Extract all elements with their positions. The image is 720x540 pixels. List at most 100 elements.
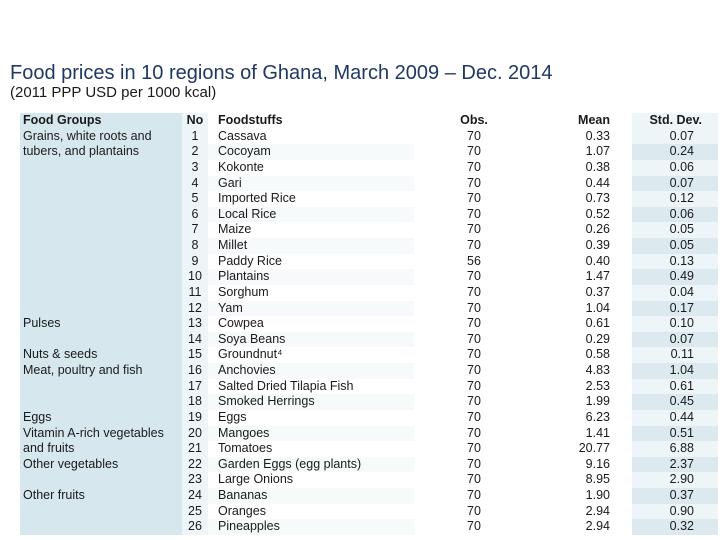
std-dev: 0.24: [632, 144, 718, 160]
std-dev: 0.44: [632, 409, 718, 426]
foodstuff-name: Millet: [208, 238, 414, 254]
table-row: Meat, poultry and fish 16 Anchovies 70 4.83 1…: [20, 363, 718, 410]
observations: 70: [467, 409, 481, 424]
header-food-groups: Food Groups: [20, 113, 182, 129]
mean-price: 0.52: [585, 206, 610, 221]
item-number: 19: [182, 409, 208, 426]
mean-price: 0.26: [585, 222, 610, 237]
item-number: 1: [182, 128, 208, 145]
std-dev: 0.17: [632, 300, 718, 317]
item-number: 9: [182, 253, 208, 270]
table-row: 2 Cocoyam 70 1.07 0.24: [20, 144, 718, 160]
item-number: 8: [182, 238, 208, 254]
food-prices-table: Food Groups No Foodstuffs Obs. Mean Std.…: [20, 113, 718, 535]
std-dev: 0.04: [632, 284, 718, 301]
observations: 70: [467, 316, 481, 331]
item-number: 12: [182, 300, 208, 317]
table-row: 10 Plantains 70 1.47 0.49: [20, 269, 718, 285]
foodstuff-name: Large Onions: [208, 472, 414, 488]
observations: 70: [467, 128, 481, 143]
food-group-label: Other vegetables: [20, 456, 182, 488]
item-number: 4: [182, 175, 208, 192]
food-group-label: Grains, white roots and tubers, and plan…: [20, 128, 182, 317]
item-number: 10: [182, 269, 208, 285]
header-obs: Obs.: [414, 113, 534, 129]
item-number: 23: [182, 472, 208, 488]
foodstuff-name: Oranges: [208, 503, 414, 520]
foodstuff-name: Yam: [208, 300, 414, 317]
observations: 70: [467, 347, 481, 362]
foodstuff-name: Pineapples: [208, 519, 414, 535]
foodstuff-name: Gari: [208, 175, 414, 192]
mean-price: 0.40: [585, 253, 610, 268]
food-group-label: Pulses: [20, 316, 182, 348]
observations: 70: [467, 284, 481, 299]
item-number: 6: [182, 206, 208, 223]
table-row: 6 Local Rice 70 0.52 0.06: [20, 206, 718, 223]
mean-price: 1.90: [585, 488, 610, 502]
foodstuff-name: Garden Eggs (egg plants): [208, 456, 414, 473]
observations: 70: [467, 456, 481, 471]
foodstuff-name: Cocoyam: [208, 144, 414, 160]
table-row: 21 Tomatoes 70 20.77 6.88: [20, 441, 718, 457]
std-dev: 0.37: [632, 488, 718, 504]
item-number: 13: [182, 316, 208, 332]
item-number: 5: [182, 191, 208, 207]
std-dev: 0.51: [632, 425, 718, 442]
std-dev: 0.05: [632, 222, 718, 238]
foodstuff-name: Mangoes: [208, 425, 414, 442]
mean-price: 0.37: [585, 284, 610, 299]
table-row: Eggs 19 Eggs 70 6.23 0.44: [20, 409, 718, 426]
mean-price: 0.29: [585, 331, 610, 346]
std-dev: 0.10: [632, 316, 718, 332]
mean-price: 1.47: [585, 269, 610, 284]
mean-price: 4.83: [585, 363, 610, 377]
foodstuff-name: Kokonte: [208, 159, 414, 176]
observations: 70: [467, 222, 481, 237]
mean-price: 1.07: [585, 144, 610, 159]
table-row: Nuts & seeds 15 Groundnut⁴ 70 0.58 0.11: [20, 347, 718, 363]
observations: 70: [467, 425, 481, 440]
item-number: 7: [182, 222, 208, 238]
observations: 70: [467, 363, 481, 377]
std-dev: 0.11: [632, 347, 718, 363]
table-row: 5 Imported Rice 70 0.73 0.12: [20, 191, 718, 207]
food-group-label: Eggs: [20, 409, 182, 426]
table-row: Pulses 13 Cowpea 70 0.61 0.10: [20, 316, 718, 348]
observations: 56: [467, 253, 481, 268]
mean-price: 0.61: [585, 316, 610, 331]
std-dev: 0.06: [632, 159, 718, 176]
foodstuff-name: Imported Rice: [208, 191, 414, 207]
observations: 70: [467, 503, 481, 518]
observations: 70: [467, 331, 481, 346]
mean-price: 0.38: [585, 159, 610, 174]
std-dev: 2.37: [632, 456, 718, 473]
mean-price: 2.53: [585, 378, 610, 393]
foodstuff-name: Cassava: [208, 128, 414, 145]
item-number: 21: [182, 441, 208, 457]
item-number: 25: [182, 503, 208, 520]
mean-price: 8.95: [585, 472, 610, 487]
observations: 70: [467, 488, 481, 502]
foodstuff-name: Maize: [208, 222, 414, 238]
std-dev: 0.05: [632, 238, 718, 254]
std-dev: 0.07: [632, 175, 718, 192]
item-number: 16: [182, 363, 208, 379]
table-row: Grains, white roots and tubers, and plan…: [20, 128, 718, 317]
foodstuff-name: Tomatoes: [208, 441, 414, 457]
std-dev: 1.04: [632, 363, 718, 379]
item-number: 18: [182, 394, 208, 410]
table-row: Vitamin A-rich vegetables and fruits 20 Ma…: [20, 425, 718, 457]
table-row: 23 Large Onions 70 8.95 2.90: [20, 472, 718, 488]
page-subtitle: (2011 PPP USD per 1000 kcal): [10, 84, 217, 101]
table-row: 17 Salted Dried Tilapia Fish 70 2.53 0.61: [20, 378, 718, 395]
table-row: 25 Oranges 70 2.94 0.90: [20, 503, 718, 520]
mean-price: 0.58: [585, 347, 610, 362]
observations: 70: [467, 159, 481, 174]
observations: 70: [467, 144, 481, 159]
table-header-row: Food Groups No Foodstuffs Obs. Mean Std.…: [20, 113, 718, 129]
foodstuff-name: Plantains: [208, 269, 414, 285]
mean-price: 20.77: [578, 441, 610, 456]
food-group-label: Vitamin A-rich vegetables and fruits: [20, 425, 182, 457]
foodstuff-name: Bananas: [208, 488, 414, 504]
